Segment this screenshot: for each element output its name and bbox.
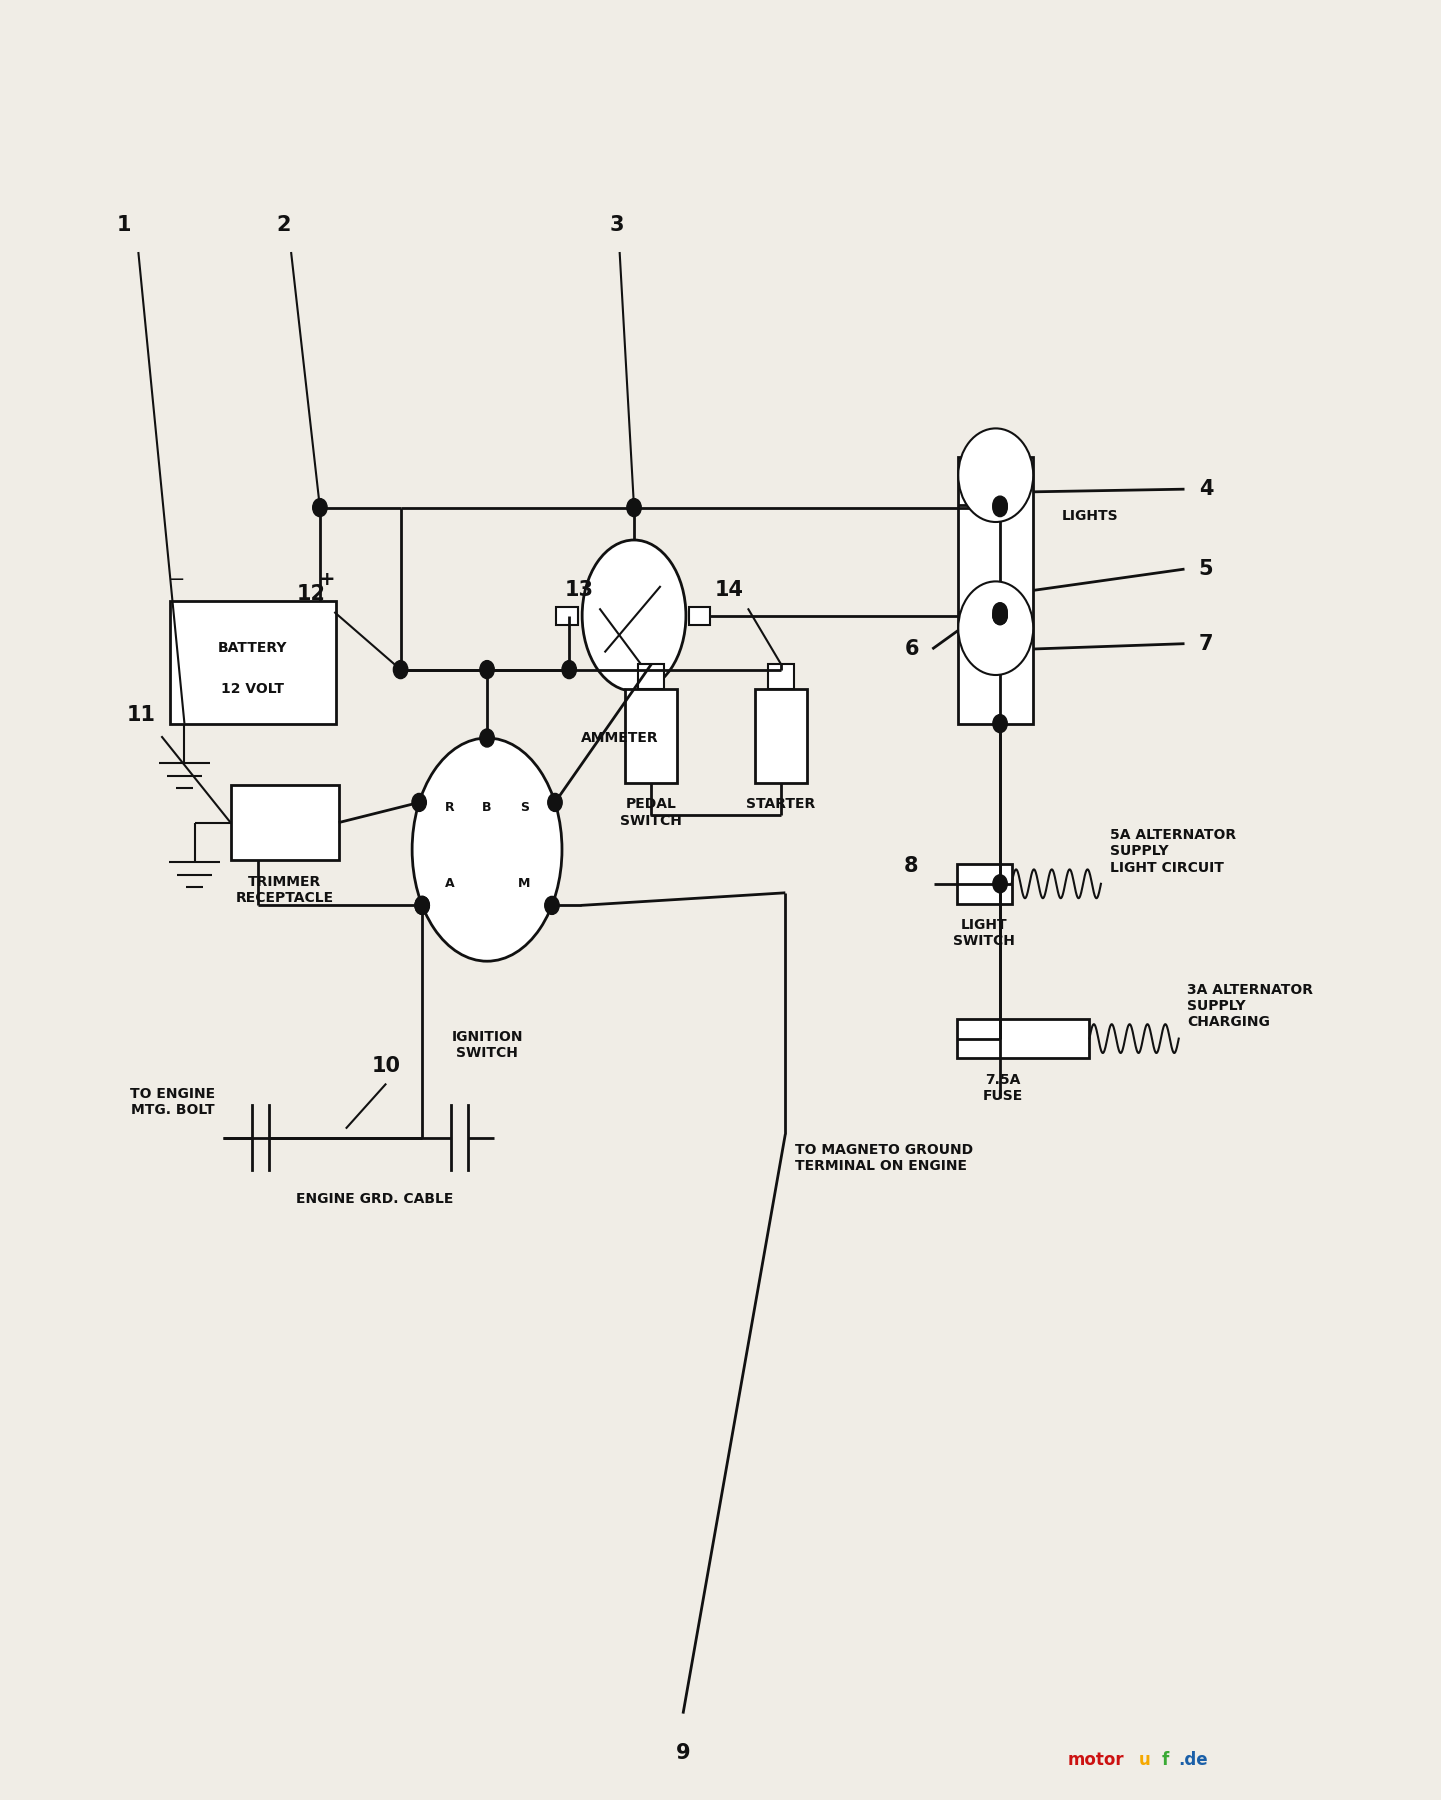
Circle shape (958, 428, 1033, 522)
Text: PEDAL
SWITCH: PEDAL SWITCH (621, 797, 682, 828)
Circle shape (993, 607, 1007, 625)
Text: 8: 8 (904, 855, 918, 877)
Text: STARTER: STARTER (746, 797, 816, 812)
Circle shape (993, 875, 1007, 893)
Text: motor: motor (1068, 1751, 1124, 1769)
Ellipse shape (412, 738, 562, 961)
Circle shape (415, 896, 429, 914)
Text: 7: 7 (1199, 634, 1213, 653)
Text: 5A ALTERNATOR
SUPPLY
LIGHT CIRCUIT: 5A ALTERNATOR SUPPLY LIGHT CIRCUIT (1110, 828, 1236, 875)
Circle shape (993, 603, 1007, 621)
Text: TRIMMER
RECEPTACLE: TRIMMER RECEPTACLE (235, 875, 334, 905)
Text: BATTERY: BATTERY (218, 641, 288, 655)
Text: LIGHT
SWITCH: LIGHT SWITCH (954, 918, 1014, 949)
Text: 3A ALTERNATOR
SUPPLY
CHARGING: 3A ALTERNATOR SUPPLY CHARGING (1187, 983, 1313, 1030)
Circle shape (958, 581, 1033, 675)
Text: AMMETER: AMMETER (581, 731, 659, 745)
Text: 12 VOLT: 12 VOLT (222, 682, 284, 697)
Text: TO MAGNETO GROUND
TERMINAL ON ENGINE: TO MAGNETO GROUND TERMINAL ON ENGINE (795, 1143, 974, 1174)
Text: S: S (520, 801, 529, 814)
Bar (625, 689, 677, 783)
Bar (957, 864, 1012, 904)
Bar (170, 601, 336, 724)
Text: 6: 6 (905, 639, 919, 659)
Bar (958, 457, 1033, 724)
Bar (689, 607, 710, 625)
Text: u: u (1138, 1751, 1150, 1769)
Text: 4: 4 (1199, 479, 1213, 499)
Circle shape (393, 661, 408, 679)
Text: 11: 11 (127, 704, 156, 725)
Text: 12: 12 (297, 583, 326, 605)
Circle shape (993, 497, 1007, 515)
Text: 14: 14 (715, 580, 744, 601)
Circle shape (480, 729, 494, 747)
Ellipse shape (582, 540, 686, 691)
Text: 5: 5 (1199, 560, 1213, 580)
Bar (755, 689, 807, 783)
Circle shape (415, 896, 429, 914)
Text: TO ENGINE
MTG. BOLT: TO ENGINE MTG. BOLT (130, 1087, 216, 1116)
Text: +: + (318, 571, 336, 589)
Circle shape (313, 499, 327, 517)
Circle shape (993, 715, 1007, 733)
Text: 7.5A
FUSE: 7.5A FUSE (983, 1073, 1023, 1103)
Text: 2: 2 (277, 214, 291, 236)
Text: .de: .de (1179, 1751, 1209, 1769)
Text: A: A (445, 877, 454, 889)
Circle shape (412, 794, 427, 812)
Text: ENGINE GRD. CABLE: ENGINE GRD. CABLE (295, 1192, 454, 1206)
Bar (556, 607, 578, 625)
Bar (957, 1019, 1089, 1058)
Bar (231, 785, 339, 860)
Circle shape (480, 661, 494, 679)
Bar (768, 664, 794, 689)
Text: 9: 9 (676, 1742, 690, 1764)
Circle shape (548, 794, 562, 812)
Text: B: B (483, 801, 491, 814)
Circle shape (993, 607, 1007, 625)
Bar (638, 664, 664, 689)
Circle shape (562, 661, 576, 679)
Text: 13: 13 (565, 580, 594, 601)
Circle shape (545, 896, 559, 914)
Circle shape (627, 499, 641, 517)
Text: M: M (519, 877, 530, 889)
Text: f: f (1161, 1751, 1169, 1769)
Text: IGNITION
SWITCH: IGNITION SWITCH (451, 1030, 523, 1060)
Text: 10: 10 (372, 1055, 401, 1076)
Text: 1: 1 (117, 214, 131, 236)
Circle shape (993, 499, 1007, 517)
Text: R: R (445, 801, 454, 814)
Text: −: − (169, 571, 186, 589)
Text: LIGHTS: LIGHTS (1062, 509, 1118, 522)
Text: 3: 3 (610, 214, 624, 236)
